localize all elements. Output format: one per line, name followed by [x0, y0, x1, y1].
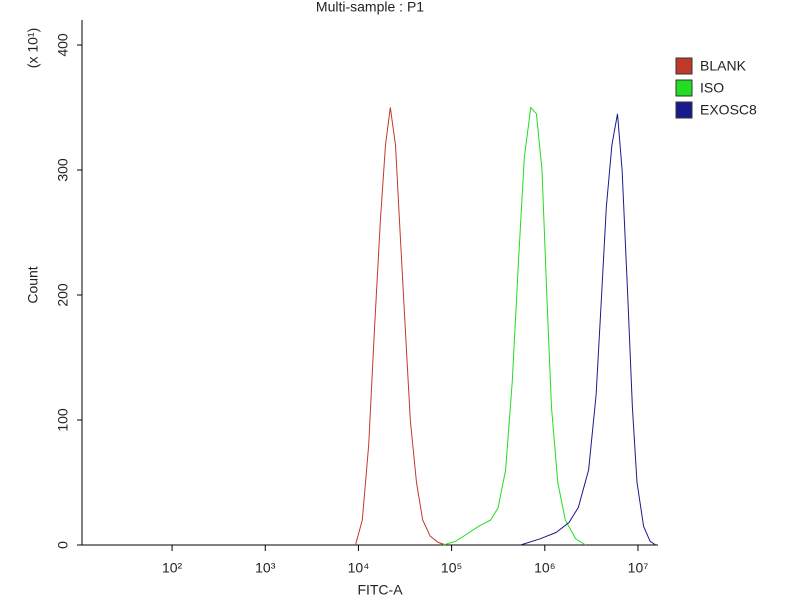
y-tick-label: 100 [55, 408, 71, 432]
y-axis-multiplier: (x 10¹) [25, 28, 41, 68]
x-tick-label: 10⁴ [348, 560, 370, 576]
x-tick-label: 10⁶ [534, 560, 555, 576]
x-tick-label: 10³ [255, 560, 276, 576]
x-tick-label: 10⁷ [628, 560, 649, 576]
legend-swatch [675, 79, 693, 97]
histogram-line [442, 106, 586, 546]
y-tick-label: 400 [55, 33, 71, 57]
y-tick-label: 200 [55, 283, 71, 307]
legend-label: EXOSC8 [700, 102, 757, 118]
legend-swatch [675, 57, 693, 75]
x-tick-label: 10⁵ [441, 560, 462, 576]
legend-label: BLANK [700, 58, 747, 74]
x-tick-label: 10² [162, 560, 183, 576]
histogram-line [355, 107, 447, 546]
chart-title: Multi-sample : P1 [316, 0, 424, 15]
y-tick-label: 300 [55, 158, 71, 182]
histogram-line [520, 113, 656, 546]
legend-label: ISO [700, 80, 724, 96]
legend-swatch [675, 101, 693, 119]
y-axis-label: Count [25, 266, 41, 303]
x-axis-label: FITC-A [357, 582, 403, 598]
y-tick-label: 0 [55, 541, 71, 549]
